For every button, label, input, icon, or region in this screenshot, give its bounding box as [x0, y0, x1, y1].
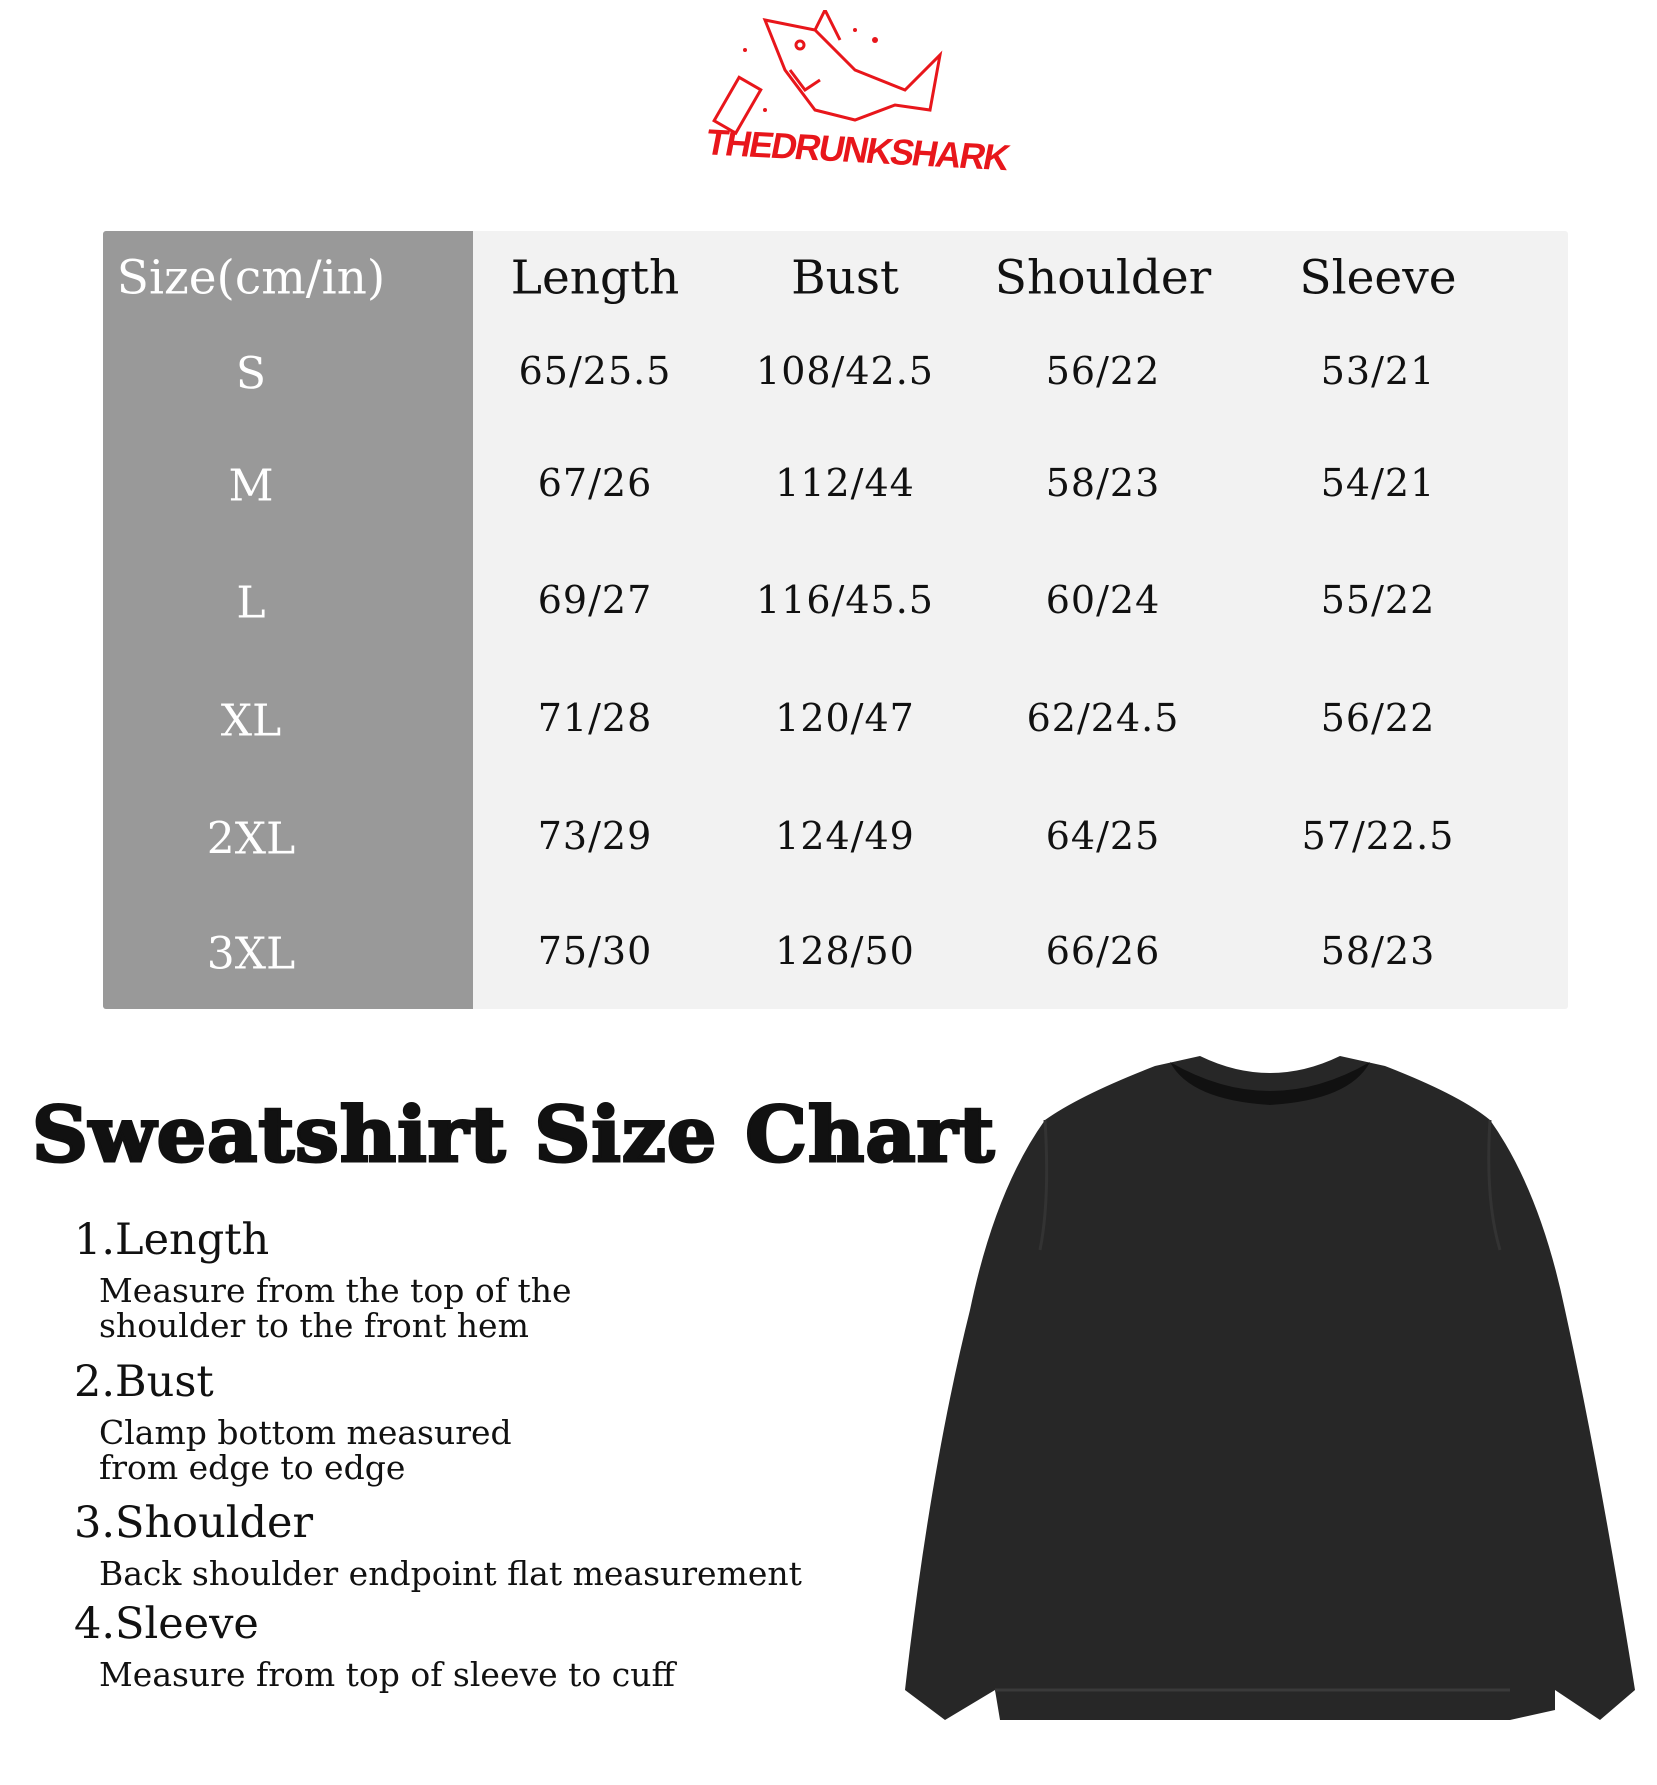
guide-heading-length: 1.Length: [74, 1215, 270, 1265]
table-cell: 62/24.5: [1026, 696, 1180, 740]
column-header: Sleeve: [1299, 250, 1457, 306]
guide-heading-sleeve: 4.Sleeve: [74, 1599, 259, 1649]
table-cell: 120/47: [775, 696, 915, 740]
brand-logo: THEDRUNKSHARK: [702, 6, 1012, 190]
table-cell: 67/26: [537, 461, 653, 505]
column-header: Bust: [791, 250, 899, 306]
table-cell: 57/22.5: [1301, 814, 1455, 858]
guide-text-sleeve: Measure from top of sleeve to cuff: [99, 1655, 675, 1694]
size-label: M: [228, 460, 274, 512]
size-label: 2XL: [206, 813, 296, 865]
guide-text-bust: Clamp bottom measured from edge to edge: [99, 1413, 512, 1487]
column-header: Size(cm/in): [116, 250, 386, 306]
page-title: Sweatshirt Size Chart: [30, 1089, 996, 1181]
table-cell: 53/21: [1320, 349, 1436, 393]
table-cell: 55/22: [1320, 578, 1436, 622]
table-cell: 56/22: [1320, 696, 1436, 740]
shark-icon: [712, 6, 943, 136]
column-header: Shoulder: [994, 250, 1212, 306]
table-cell: 124/49: [775, 814, 915, 858]
table-cell: 65/25.5: [518, 349, 672, 393]
guide-heading-shoulder: 3.Shoulder: [74, 1498, 314, 1548]
guide-text-shoulder: Back shoulder endpoint flat measurement: [99, 1554, 802, 1593]
table-cell: 128/50: [775, 929, 915, 973]
table-cell: 54/21: [1320, 461, 1436, 505]
table-cell: 56/22: [1045, 349, 1161, 393]
table-cell: 112/44: [775, 461, 915, 505]
size-label: 3XL: [206, 928, 296, 980]
size-label: S: [235, 348, 267, 400]
size-label: XL: [220, 695, 282, 747]
table-cell: 75/30: [537, 929, 653, 973]
table-cell: 71/28: [537, 696, 653, 740]
table-cell: 66/26: [1045, 929, 1161, 973]
table-cell: 58/23: [1320, 929, 1436, 973]
size-table: Size(cm/in) Length Bust Shoulder Sleeve S 65/2…: [103, 231, 1568, 1009]
table-cell: 60/24: [1045, 578, 1161, 622]
table-cell: 69/27: [537, 578, 653, 622]
guide-heading-bust: 2.Bust: [74, 1357, 214, 1407]
table-cell: 64/25: [1045, 814, 1161, 858]
table-cell: 73/29: [537, 814, 653, 858]
table-cell: 108/42.5: [756, 349, 934, 393]
size-column-bg: [103, 231, 473, 1009]
sweatshirt-image: [905, 1056, 1635, 1720]
table-cell: 116/45.5: [756, 578, 934, 622]
size-label: L: [236, 577, 266, 629]
column-header: Length: [510, 250, 680, 306]
guide-text-length: Measure from the top of the shoulder to …: [99, 1271, 572, 1345]
table-cell: 58/23: [1045, 461, 1161, 505]
